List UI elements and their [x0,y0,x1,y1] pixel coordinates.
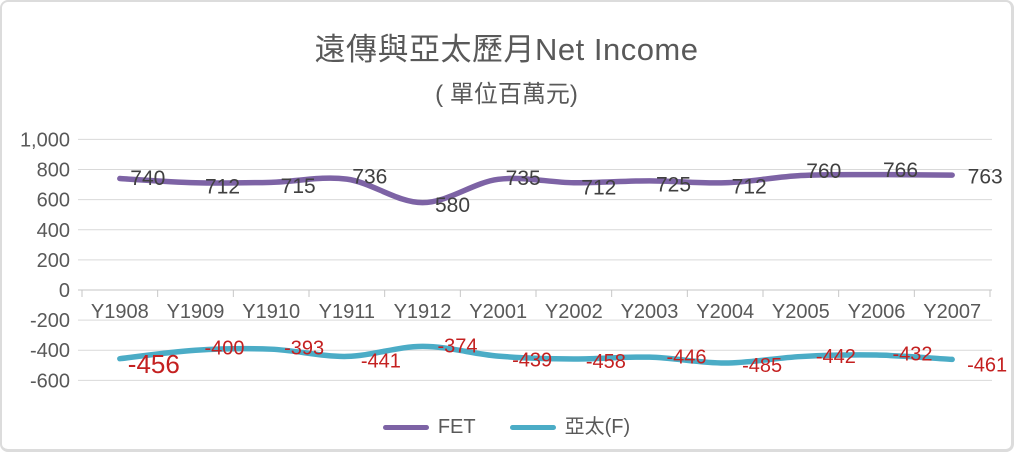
aptg-data-label: -458 [586,351,626,373]
x-axis-label: Y2007 [923,301,981,323]
y-axis-label: 800 [37,160,70,182]
aptg-data-label: -432 [892,343,932,365]
aptg-data-label: -374 [437,336,477,358]
y-axis-label: 0 [59,280,70,302]
fet-legend-label: FET [437,416,476,438]
aptg-data-label: -441 [361,351,401,373]
fet-data-label: 580 [435,194,470,217]
aptg-data-label: -446 [666,346,706,368]
fet-data-label: 712 [581,176,616,199]
aptg-data-label: -485 [742,355,782,377]
aptg-series-swatch-icon [509,424,556,430]
y-axis-label: 400 [37,220,70,242]
aptg-series-line[interactable] [117,343,955,366]
aptg-data-label: -442 [816,346,856,368]
y-axis-label: 600 [37,190,70,212]
x-axis-label: Y1911 [319,301,375,323]
legend: FET 亞太(F) [2,417,1011,437]
fet-data-label: 712 [732,175,767,198]
x-axis-label: Y2005 [772,301,830,323]
aptg-data-label: -439 [512,349,552,371]
y-axis-label: -600 [30,370,70,392]
x-axis-label: Y1909 [167,301,225,323]
fet-data-label: 736 [352,166,387,189]
fet-data-label: 712 [205,175,240,198]
aptg-legend-label: 亞太(F) [564,416,631,438]
x-axis-label: Y2003 [621,301,679,323]
x-axis-label: Y2006 [848,301,906,323]
y-axis-label: 1,000 [20,129,70,151]
fet-series-line[interactable] [117,171,955,206]
x-axis-label: Y1910 [242,301,300,323]
x-axis-label: Y2001 [469,301,527,323]
x-axis-label: Y1908 [91,301,149,323]
x-axis-label: Y2002 [545,301,603,323]
aptg-data-label: -456 [128,349,180,379]
fet-data-label: 715 [281,175,316,198]
fet-data-label: 763 [968,166,1003,189]
y-axis-label: -200 [30,310,70,332]
chart-subtitle: ( 單位百萬元) [435,81,578,108]
y-axis-label: -400 [30,340,70,362]
fet-data-label: 760 [806,160,841,183]
aptg-data-label: -400 [204,337,244,359]
x-axis-label: Y1912 [394,301,452,323]
fet-data-label: 740 [130,167,165,190]
chart-title: 遠傳與亞太歷月Net Income [314,32,699,67]
y-axis-label: 200 [37,250,70,272]
aptg-data-label: -393 [284,337,324,359]
legend-item-aptg[interactable]: 亞太(F) [509,416,631,438]
aptg-data-label: -461 [967,355,1007,377]
fet-series-swatch-icon [382,424,429,430]
legend-item-fet[interactable]: FET [382,416,476,438]
fet-data-label: 735 [506,167,541,190]
fet-data-label: 766 [883,159,918,182]
x-axis-label: Y2004 [696,301,754,323]
fet-data-label: 725 [656,173,691,196]
